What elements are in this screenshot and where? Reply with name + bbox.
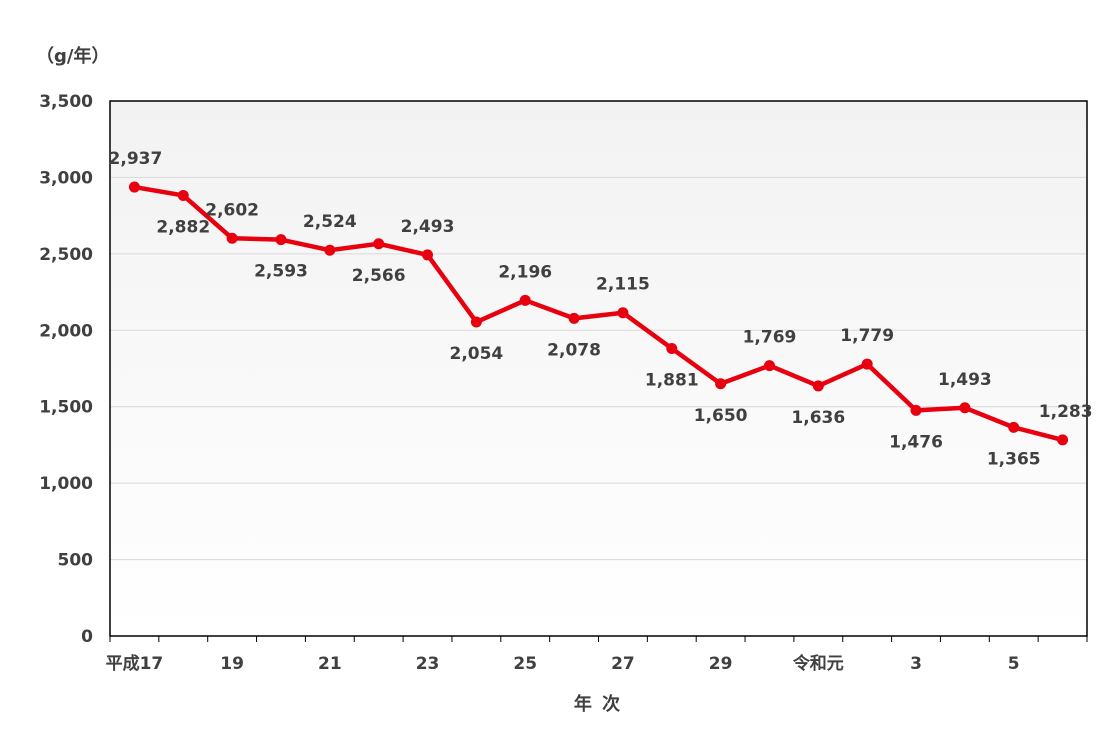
data-point bbox=[910, 404, 922, 416]
y-tick-label: 1,000 bbox=[39, 474, 93, 494]
data-point bbox=[812, 380, 824, 392]
data-point bbox=[1057, 434, 1069, 446]
data-label: 1,493 bbox=[938, 370, 992, 390]
data-label: 1,779 bbox=[840, 326, 894, 346]
data-label: 1,283 bbox=[1039, 402, 1093, 422]
x-tick-label: 23 bbox=[416, 654, 440, 674]
data-point bbox=[617, 307, 629, 319]
data-label: 2,115 bbox=[596, 275, 650, 295]
y-axis: 0 500 1,000 1,500 2,000 2,500 3,000 3,500 bbox=[39, 92, 93, 647]
data-label: 1,881 bbox=[645, 370, 699, 390]
data-label: 2,493 bbox=[401, 217, 455, 237]
data-label: 2,196 bbox=[498, 262, 552, 282]
x-tick-label: 21 bbox=[318, 654, 342, 674]
series-line bbox=[128, 181, 1069, 446]
data-point bbox=[177, 189, 189, 201]
data-point bbox=[470, 316, 482, 328]
data-label: 2,566 bbox=[352, 266, 406, 286]
data-point bbox=[128, 181, 140, 193]
x-tick-label: 27 bbox=[611, 654, 635, 674]
y-tick-label: 500 bbox=[58, 551, 94, 571]
data-point bbox=[422, 249, 434, 261]
x-tick-label: 29 bbox=[709, 654, 733, 674]
data-point bbox=[666, 342, 678, 354]
x-tick-label: 5 bbox=[1008, 654, 1020, 674]
data-point bbox=[373, 238, 385, 250]
data-point bbox=[1008, 421, 1020, 433]
data-label: 2,054 bbox=[449, 344, 503, 364]
y-tick-label: 3,500 bbox=[39, 92, 93, 112]
y-tick-label: 3,000 bbox=[39, 168, 93, 188]
data-point bbox=[226, 232, 238, 244]
x-axis: 平成17 19 21 23 25 27 29 令和元 3 5 bbox=[106, 636, 1088, 674]
data-point bbox=[861, 358, 873, 370]
series-line-path bbox=[134, 184, 1064, 443]
data-label: 2,937 bbox=[109, 149, 163, 169]
data-label: 1,636 bbox=[791, 408, 845, 428]
data-label: 1,365 bbox=[987, 449, 1041, 469]
data-point bbox=[959, 402, 971, 414]
data-point bbox=[519, 294, 531, 306]
data-label: 2,524 bbox=[303, 212, 357, 232]
data-label: 1,476 bbox=[889, 432, 943, 452]
x-tick-label: 平成17 bbox=[106, 653, 164, 674]
data-point bbox=[763, 360, 775, 372]
x-tick-label: 令和元 bbox=[793, 653, 844, 674]
y-tick-label: 1,500 bbox=[39, 398, 93, 418]
data-point bbox=[324, 244, 336, 256]
x-tick-label: 25 bbox=[513, 654, 537, 674]
data-label: 2,602 bbox=[205, 200, 259, 220]
gridlines bbox=[110, 176, 1087, 561]
data-label: 1,650 bbox=[694, 406, 748, 426]
plot-area bbox=[110, 101, 1087, 636]
y-tick-label: 2,500 bbox=[39, 245, 93, 265]
x-tick-label: 3 bbox=[910, 654, 922, 674]
data-point bbox=[568, 312, 580, 324]
x-axis-title: 年 次 bbox=[574, 693, 622, 715]
x-tick-label: 19 bbox=[220, 654, 244, 674]
data-label: 2,078 bbox=[547, 340, 601, 360]
data-point bbox=[715, 378, 727, 390]
y-tick-label: 2,000 bbox=[39, 321, 93, 341]
data-label: 2,593 bbox=[254, 262, 308, 282]
data-point bbox=[275, 234, 287, 246]
data-label: 1,769 bbox=[743, 328, 797, 348]
unit-label: （g/年） bbox=[36, 45, 109, 67]
y-tick-label: 0 bbox=[81, 627, 93, 647]
data-label: 2,882 bbox=[156, 217, 210, 237]
